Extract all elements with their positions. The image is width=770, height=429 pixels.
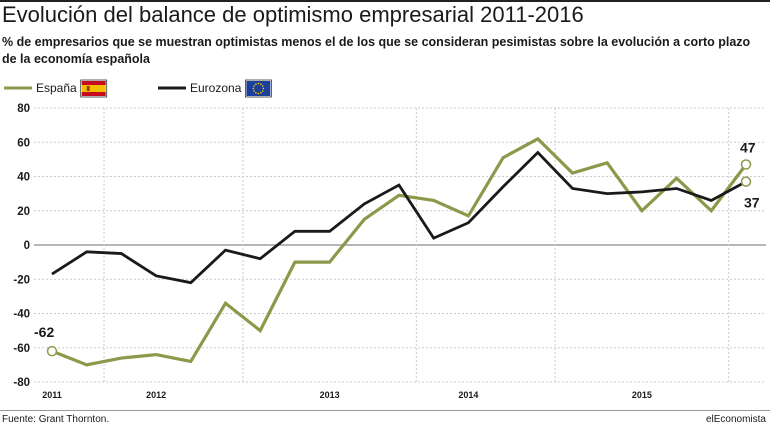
chart-subtitle: % de empresarios que se muestran optimis…: [2, 35, 751, 66]
series-line-eurozona: [51, 150, 747, 285]
line-chart: España Eurozona -80 -60 -40 -20 0 20 40 60 80 2011…: [4, 79, 766, 400]
footer-rule: [0, 410, 770, 411]
spain-flag-icon: [80, 79, 108, 98]
y-tick-label: 80: [17, 103, 30, 115]
legend-label: Eurozona: [190, 81, 242, 95]
end-value-label-eurozona: 37: [744, 195, 760, 211]
axis-labels: -80 -60 -40 -20 0 20 40 60 80 2011 2012 2013 2014 201…: [13, 103, 652, 400]
series-line-espana: [51, 136, 748, 367]
chart-title: Evolución del balance de optimismo empre…: [2, 2, 584, 27]
publisher-brand: elEconomista: [705, 414, 766, 425]
y-tick-label: 0: [24, 240, 30, 252]
end-value-label-espana: 47: [740, 140, 756, 156]
y-tick-label: 60: [17, 137, 30, 149]
series-layer: [51, 136, 748, 367]
y-tick-label: -20: [13, 274, 30, 286]
x-tick-label: 2014: [458, 390, 478, 400]
end-marker-espana: [740, 159, 752, 170]
source-note: Fuente: Grant Thornton.: [2, 414, 110, 425]
x-tick-label: 2012: [146, 390, 166, 400]
y-tick-label: 20: [17, 206, 30, 218]
y-tick-label: -60: [13, 343, 30, 355]
eu-flag-icon: [244, 79, 272, 98]
top-rule: [0, 0, 770, 2]
legend-label: España: [36, 81, 77, 95]
legend: España Eurozona: [4, 79, 272, 98]
markers: -62 47 37: [34, 140, 760, 357]
x-tick-label: 2015: [632, 390, 652, 400]
y-tick-label: -80: [13, 377, 30, 389]
end-marker-eurozona: [740, 176, 752, 187]
x-tick-label: 2011: [42, 390, 62, 400]
y-tick-label: 40: [17, 172, 30, 184]
grid: [34, 107, 766, 383]
start-marker: [46, 345, 58, 357]
start-value-label: -62: [34, 324, 54, 340]
x-tick-label: 2013: [320, 390, 340, 400]
y-tick-label: -40: [13, 309, 30, 321]
